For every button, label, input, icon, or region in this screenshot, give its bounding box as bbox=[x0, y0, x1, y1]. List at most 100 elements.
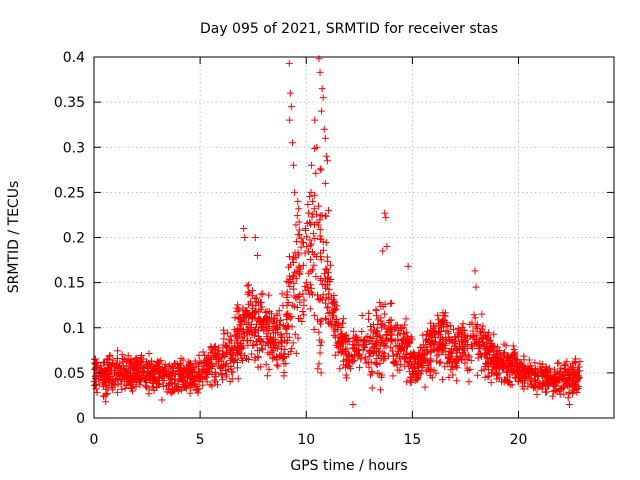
data-point bbox=[297, 243, 305, 251]
data-point bbox=[294, 334, 302, 342]
data-point bbox=[186, 378, 194, 386]
data-point bbox=[291, 330, 299, 338]
data-point bbox=[394, 347, 402, 355]
data-point bbox=[169, 370, 177, 378]
data-point bbox=[346, 351, 354, 359]
data-point bbox=[394, 321, 402, 329]
x-tick-label: 20 bbox=[510, 432, 528, 448]
data-point bbox=[435, 327, 443, 335]
data-point bbox=[297, 234, 305, 242]
data-point bbox=[447, 366, 455, 374]
data-point bbox=[316, 294, 324, 302]
data-point bbox=[133, 362, 141, 370]
data-point bbox=[394, 366, 402, 374]
data-point bbox=[300, 311, 308, 319]
data-point bbox=[268, 318, 276, 326]
data-point bbox=[249, 304, 257, 312]
data-point bbox=[180, 370, 188, 378]
data-point bbox=[333, 315, 341, 323]
data-point bbox=[196, 357, 204, 365]
data-point bbox=[440, 321, 448, 328]
data-point bbox=[280, 360, 288, 368]
data-point bbox=[386, 324, 394, 332]
data-point bbox=[382, 342, 390, 350]
data-point bbox=[279, 322, 287, 330]
data-point bbox=[262, 360, 270, 368]
data-point bbox=[315, 202, 323, 210]
data-point bbox=[305, 218, 313, 226]
data-point bbox=[234, 301, 242, 309]
y-tick-label: 0.2 bbox=[63, 231, 85, 247]
data-point bbox=[382, 332, 390, 340]
data-point bbox=[492, 365, 500, 373]
data-point bbox=[315, 328, 323, 336]
data-point bbox=[550, 366, 558, 374]
data-point bbox=[276, 316, 284, 324]
data-point bbox=[305, 290, 313, 298]
data-point bbox=[141, 382, 149, 390]
data-point bbox=[301, 249, 309, 257]
data-point bbox=[514, 368, 522, 376]
data-point bbox=[310, 205, 318, 213]
data-point bbox=[525, 365, 533, 373]
data-point bbox=[470, 340, 478, 348]
data-point bbox=[372, 306, 380, 314]
data-point bbox=[321, 134, 329, 142]
data-point bbox=[304, 201, 312, 209]
data-point bbox=[103, 355, 111, 363]
data-point bbox=[119, 358, 127, 366]
data-point bbox=[234, 351, 242, 359]
data-point bbox=[330, 331, 338, 339]
data-point bbox=[383, 243, 391, 251]
data-point bbox=[145, 359, 153, 367]
data-point bbox=[347, 352, 355, 360]
data-point bbox=[256, 337, 264, 345]
data-point bbox=[228, 375, 236, 383]
data-point bbox=[306, 305, 314, 313]
data-point bbox=[258, 344, 266, 352]
data-point bbox=[470, 311, 478, 319]
data-point bbox=[264, 349, 272, 357]
data-point bbox=[149, 383, 157, 391]
data-point bbox=[350, 327, 358, 335]
data-point bbox=[329, 307, 337, 315]
data-point bbox=[286, 283, 294, 291]
data-point bbox=[368, 384, 376, 392]
data-point bbox=[323, 157, 331, 165]
data-point bbox=[574, 375, 582, 383]
data-point bbox=[402, 349, 410, 357]
data-point bbox=[415, 351, 423, 359]
data-point bbox=[538, 360, 546, 368]
data-point bbox=[361, 353, 369, 361]
data-point bbox=[118, 351, 126, 359]
data-point bbox=[257, 305, 265, 313]
data-point bbox=[299, 239, 307, 247]
data-point bbox=[532, 384, 540, 392]
data-point bbox=[325, 320, 333, 328]
data-point bbox=[313, 143, 321, 151]
data-point bbox=[411, 377, 419, 385]
data-point bbox=[265, 291, 273, 299]
data-point bbox=[527, 378, 535, 386]
data-point bbox=[388, 299, 396, 307]
data-point bbox=[325, 290, 333, 298]
data-point bbox=[302, 278, 310, 286]
data-point bbox=[114, 380, 122, 388]
data-point bbox=[153, 380, 161, 388]
data-point bbox=[317, 369, 325, 377]
data-point bbox=[252, 298, 260, 306]
data-point bbox=[447, 355, 455, 363]
data-point bbox=[471, 314, 479, 322]
data-point bbox=[404, 262, 412, 270]
data-point bbox=[315, 221, 323, 229]
data-point bbox=[354, 337, 362, 345]
data-point bbox=[189, 364, 197, 372]
data-point bbox=[406, 339, 414, 347]
data-point bbox=[505, 377, 513, 385]
data-point bbox=[232, 345, 240, 353]
data-point bbox=[381, 310, 389, 318]
data-point bbox=[91, 382, 99, 390]
data-point bbox=[431, 329, 439, 337]
data-point bbox=[278, 332, 286, 340]
